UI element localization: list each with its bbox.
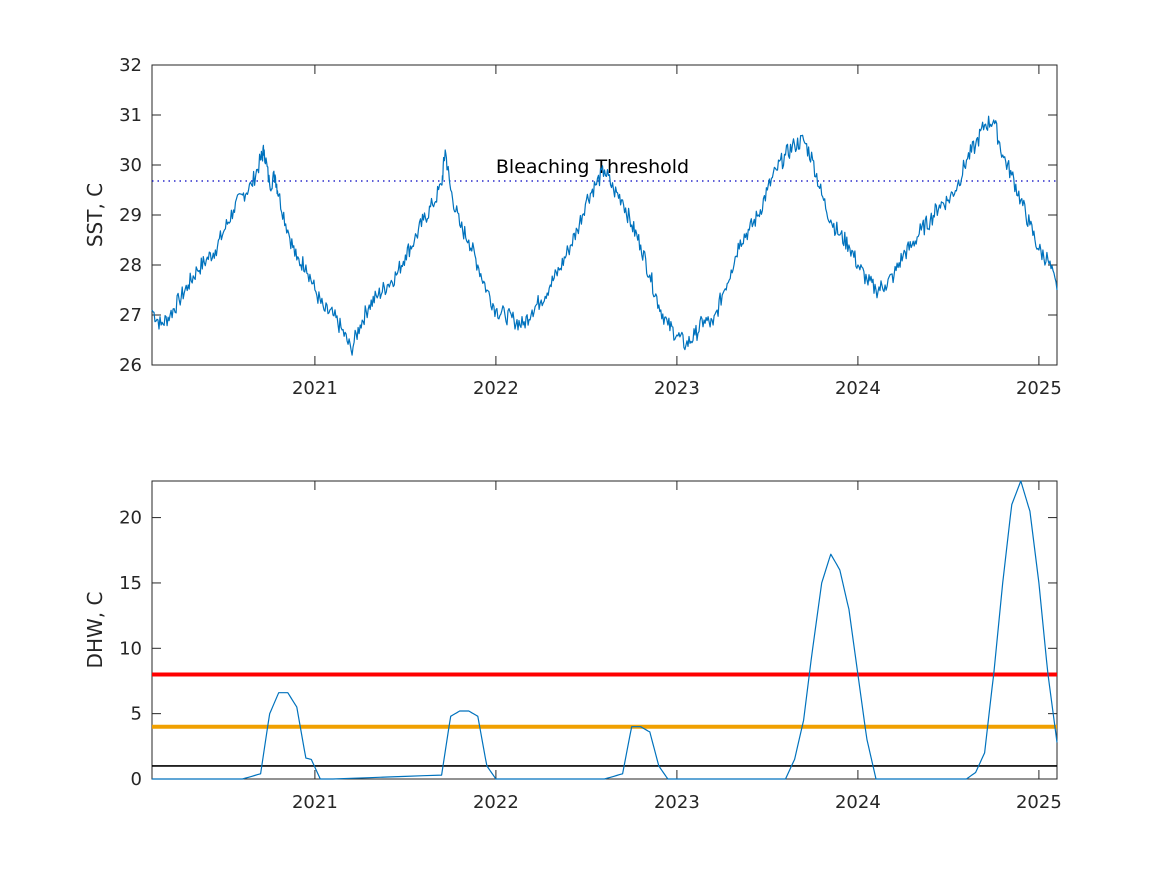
sst-ytick-label: 26 [119,355,142,376]
dhw-ytick-label: 10 [119,638,142,659]
sst-series-line [151,115,1058,356]
dhw-y-axis-label: DHW, C [83,592,107,669]
sst-ytick-label: 28 [119,255,142,276]
dhw-xtick-label: 2024 [835,792,881,813]
sst-xtick-label: 2022 [473,378,519,399]
sst-xtick-label: 2024 [835,378,881,399]
sst-xtick-label: 2021 [292,378,338,399]
sst-xtick-label: 2023 [654,378,700,399]
dhw-alert-lines [152,672,1057,767]
dhw-series-line [152,480,1058,780]
dhw-ytick-label: 5 [131,704,142,725]
sst-ytick-label: 32 [119,55,142,76]
sst-ytick-label: 29 [119,205,142,226]
bleaching-threshold: Bleaching Threshold [152,156,1057,182]
sst-ytick-label: 30 [119,155,142,176]
dhw-ytick-label: 15 [119,573,142,594]
bleaching-threshold-label: Bleaching Threshold [496,156,689,178]
sst-axis-ticks: 26 27 28 29 30 31 32 2021 2022 2023 2024 2025 [119,55,1062,399]
dhw-plot-area [151,480,1058,780]
sst-ytick-label: 31 [119,105,142,126]
dhw-xtick-label: 2021 [292,792,338,813]
dhw-ytick-label: 20 [119,508,142,529]
sst-panel: 26 27 28 29 30 31 32 2021 2022 2023 2024 2025 Bleac… [83,55,1062,399]
sst-plot-area [151,64,1058,366]
dhw-panel: 0 5 10 15 20 2021 2022 2023 2024 2025 DHW, C [83,480,1062,813]
dhw-ytick-label: 0 [131,769,142,790]
dhw-xtick-label: 2023 [654,792,700,813]
sst-xtick-label: 2025 [1016,378,1062,399]
dhw-axis-ticks: 0 5 10 15 20 2021 2022 2023 2024 2025 [119,481,1062,813]
dhw-xtick-label: 2022 [473,792,519,813]
dhw-xtick-label: 2025 [1016,792,1062,813]
sst-y-axis-label: SST, C [83,183,107,247]
sst-ytick-label: 27 [119,305,142,326]
